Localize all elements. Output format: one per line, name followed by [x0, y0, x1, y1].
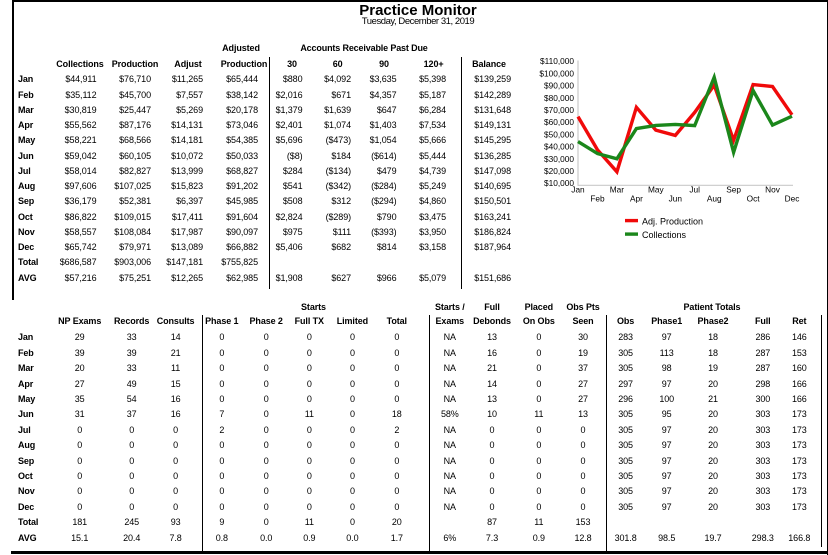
svg-text:Dec: Dec — [785, 194, 800, 204]
svg-text:Sep: Sep — [726, 184, 741, 194]
svg-text:$90,000: $90,000 — [544, 81, 574, 91]
svg-text:$110,000: $110,000 — [540, 56, 574, 66]
svg-text:$60,000: $60,000 — [544, 117, 574, 127]
svg-text:$30,000: $30,000 — [544, 154, 574, 164]
svg-text:May: May — [648, 184, 665, 194]
svg-text:Apr: Apr — [630, 194, 643, 204]
svg-text:$100,000: $100,000 — [539, 68, 574, 78]
svg-text:Mar: Mar — [610, 184, 625, 194]
svg-text:Feb: Feb — [590, 194, 605, 204]
svg-text:$70,000: $70,000 — [544, 105, 574, 115]
svg-text:Collections: Collections — [642, 230, 687, 240]
svg-text:Jun: Jun — [669, 194, 683, 204]
svg-text:Aug: Aug — [707, 194, 722, 204]
svg-text:$80,000: $80,000 — [544, 93, 574, 103]
svg-text:$10,000: $10,000 — [544, 178, 574, 188]
svg-text:$50,000: $50,000 — [544, 129, 574, 139]
svg-text:Oct: Oct — [747, 194, 761, 204]
svg-text:Nov: Nov — [765, 184, 781, 194]
svg-text:$20,000: $20,000 — [544, 166, 574, 176]
svg-text:Jan: Jan — [571, 184, 585, 194]
svg-text:Jul: Jul — [689, 184, 700, 194]
svg-text:$40,000: $40,000 — [544, 142, 574, 152]
svg-text:Adj. Production: Adj. Production — [642, 216, 703, 226]
